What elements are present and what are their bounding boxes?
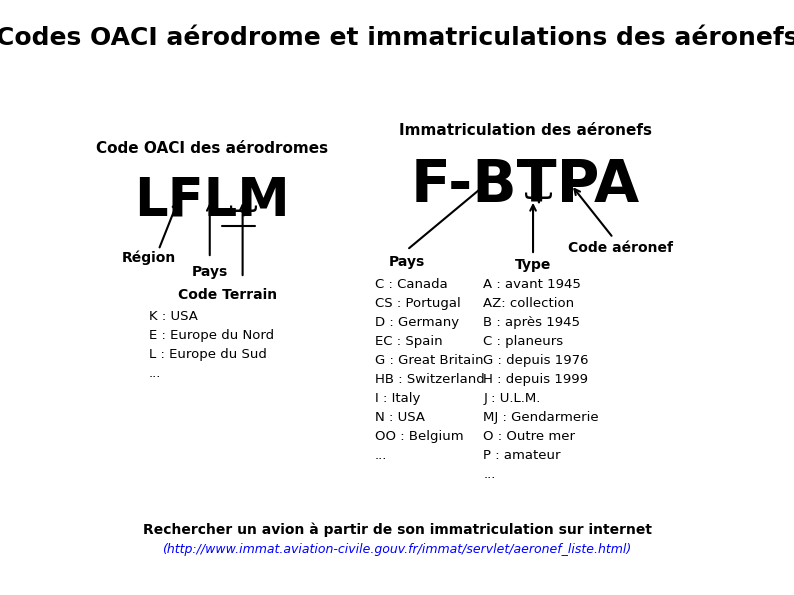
Text: (http://www.immat.aviation-civile.gouv.fr/immat/servlet/aeronef_liste.html): (http://www.immat.aviation-civile.gouv.f… [163, 543, 631, 556]
Text: A : avant 1945
AZ: collection
B : après 1945
C : planeurs
G : depuis 1976
H : de: A : avant 1945 AZ: collection B : après … [484, 278, 599, 481]
Text: Code OACI des aérodromes: Code OACI des aérodromes [96, 140, 328, 155]
Text: Type: Type [515, 258, 551, 272]
Text: Pays: Pays [191, 265, 228, 279]
Text: LFLM: LFLM [134, 174, 290, 226]
Text: K : USA
E : Europe du Nord
L : Europe du Sud
...: K : USA E : Europe du Nord L : Europe du… [148, 310, 274, 380]
Text: Codes OACI aérodrome et immatriculations des aéronefs: Codes OACI aérodrome et immatriculations… [0, 26, 794, 50]
Text: C : Canada
CS : Portugal
D : Germany
EC : Spain
G : Great Britain
HB : Switzerla: C : Canada CS : Portugal D : Germany EC … [375, 278, 484, 462]
Text: Immatriculation des aéronefs: Immatriculation des aéronefs [399, 123, 652, 137]
Text: Code aéronef: Code aéronef [569, 241, 673, 255]
Text: Code Terrain: Code Terrain [178, 288, 277, 302]
Text: F-BTPA: F-BTPA [410, 156, 640, 214]
Text: Pays: Pays [389, 255, 425, 269]
Text: }: } [519, 191, 547, 209]
Text: Région: Région [121, 250, 175, 265]
Text: }: } [225, 204, 252, 222]
Text: Rechercher un avion à partir de son immatriculation sur internet: Rechercher un avion à partir de son imma… [142, 523, 652, 537]
